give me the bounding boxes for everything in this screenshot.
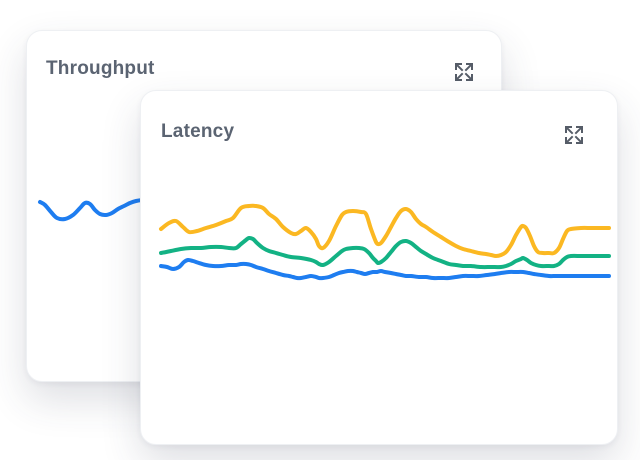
expand-icon xyxy=(562,123,586,147)
latency-card: Latency xyxy=(140,90,618,445)
latency-expand-button[interactable] xyxy=(562,123,586,147)
latency-line-chart xyxy=(159,203,611,281)
throughput-expand-button[interactable] xyxy=(452,60,476,84)
latency-card-title: Latency xyxy=(161,121,235,142)
latency-card-header: Latency xyxy=(141,91,617,147)
throughput-card-header: Throughput xyxy=(27,31,501,84)
expand-icon xyxy=(452,60,476,84)
throughput-card-title: Throughput xyxy=(46,58,155,79)
